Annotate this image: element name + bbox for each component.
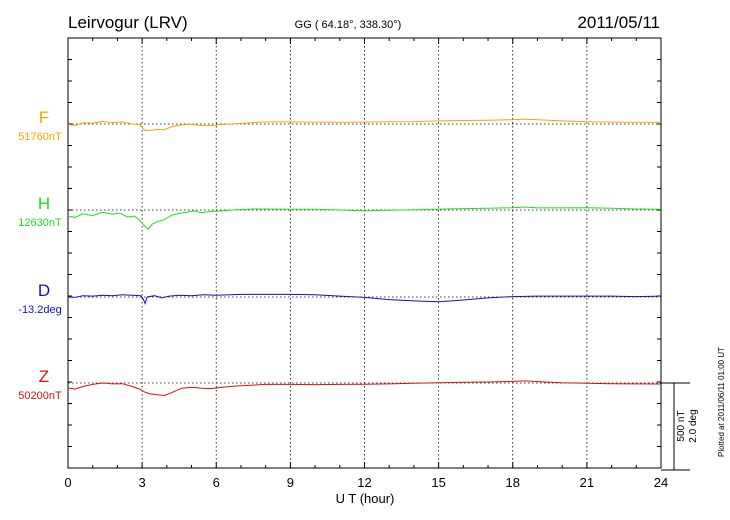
series-name-h: H [38, 194, 50, 213]
x-tick-label: 18 [506, 475, 520, 490]
x-tick-label: 21 [580, 475, 594, 490]
station-coordinates: GG ( 64.18°, 338.30°) [295, 19, 402, 31]
series-line-f [67, 118, 662, 132]
x-tick-label: 12 [357, 475, 371, 490]
grid-lines [141, 38, 588, 468]
x-axis-label: U T (hour) [336, 491, 395, 506]
x-tick-labels: 0 3 6 9 12 15 18 21 24 [64, 475, 668, 490]
series-line-d [67, 293, 662, 306]
series-labels: F 51760nT H 12630nT D -13.2deg Z 50200nT [18, 108, 62, 402]
series-baseline-label-f: 51760nT [18, 131, 62, 143]
series-baseline-label-z: 50200nT [18, 390, 62, 402]
series-baseline-label-d: -13.2deg [18, 304, 61, 316]
series-line-z [67, 380, 662, 397]
scale-bar-nt-label: 500 nT [676, 410, 687, 441]
series-name-z: Z [39, 367, 49, 386]
x-tick-label: 9 [287, 475, 294, 490]
x-tick-label: 24 [654, 475, 668, 490]
series-name-d: D [38, 281, 50, 300]
series-line-h [67, 206, 662, 230]
scale-bar: 500 nT 2.0 deg [661, 382, 699, 471]
x-tick-label: 3 [139, 475, 146, 490]
scale-bar-deg-label: 2.0 deg [688, 409, 699, 442]
series-baseline-label-h: 12630nT [18, 217, 62, 229]
plotted-note: Plotted at 2011/06/11 01:00 UT [717, 347, 726, 457]
x-tick-label: 15 [431, 475, 445, 490]
station-title: Leirvogur (LRV) [68, 13, 188, 32]
series-name-f: F [39, 108, 49, 127]
x-tick-label: 6 [213, 475, 220, 490]
series-lines [67, 118, 662, 397]
x-tick-label: 0 [64, 475, 71, 490]
date-label: 2011/05/11 [577, 13, 660, 32]
